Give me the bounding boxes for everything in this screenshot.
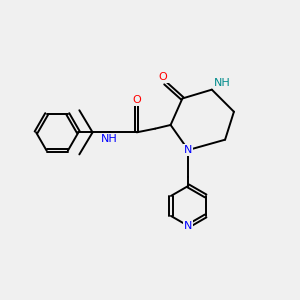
Text: NH: NH (214, 78, 230, 88)
Text: N: N (184, 145, 193, 155)
Text: NH: NH (100, 134, 117, 144)
Text: O: O (159, 72, 168, 82)
Text: O: O (132, 95, 141, 105)
Text: N: N (184, 221, 193, 231)
